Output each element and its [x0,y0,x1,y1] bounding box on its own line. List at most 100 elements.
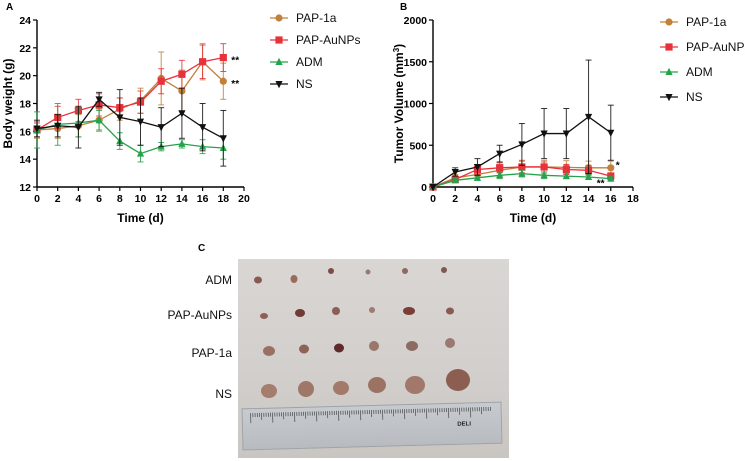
panel-b-y-tick-label: 1500 [404,57,428,69]
panel-a-y-tick-label: 22 [19,43,31,55]
tumor-sample [332,307,340,315]
panel-b-x-tick-label: 10 [538,193,550,205]
panel-a-point-adm [136,149,145,157]
panel-b-point-adm [540,171,548,179]
tumor-sample [299,344,309,354]
tumor-sample [445,338,455,348]
panel-a-point-ns [219,135,227,143]
panel-b-point-ns [540,130,548,138]
panel-a-x-tick-label: 16 [197,193,209,205]
tumor-sample [298,381,314,397]
panel-b-point-pap-aunps [540,163,548,171]
panel-b-y-axis-label: Tumor Volume (mm3) [392,44,407,163]
ruler: DELI [241,401,503,451]
panel-b-point-adm [451,176,459,184]
panel-a-x-tick-label: 0 [34,193,40,205]
panel-a-line-ns [36,98,224,139]
panel-a-x-tick-label: 12 [155,193,167,205]
tumor-sample [260,313,268,319]
tumor-sample [263,346,275,356]
panel-a-point-pap-1a [219,77,227,85]
tumor-sample [295,309,305,317]
tumor-sample [402,268,408,274]
panel-a-line-pap-aunps [36,56,224,131]
panel-a-legend-label-ns: NS [296,77,313,91]
panel-a-y-tick-label: 24 [19,15,31,27]
panel-a-point-pap-aunps [178,70,186,78]
panel-b-point-adm [607,174,615,182]
panel-b-point-pap-aunps [518,163,526,171]
tumor-sample [333,381,349,395]
tumor-sample [405,376,425,394]
panel-a-point-pap-aunps [199,58,207,66]
panel-a-point-ns [116,114,124,122]
panel-b-x-tick-label: 12 [560,193,572,205]
tumor-sample [261,384,277,398]
panel-b-significance-mark: * [616,160,620,171]
panel-b-y-tick-label: 0 [421,182,427,194]
panel-a-x-axis-label: Time (d) [117,211,163,225]
panel-a-point-adm [178,139,186,147]
panel-b-y-tick-label: 2000 [404,15,428,27]
panel-b-point-pap-aunps [562,165,570,174]
panel-a-x-tick-label: 8 [117,193,123,205]
panel-a-point-ns [199,124,207,132]
photo-label-adm: ADM [205,273,232,287]
panel-letter-b: B [400,2,408,13]
panel-b-x-tick-label: 2 [452,193,458,205]
tumor-sample [403,307,415,315]
panel-a-legend-marker-pap-aunps [275,36,283,44]
panel-b-point-ns [451,168,459,177]
panel-b-y-tick-label: 1000 [404,99,428,111]
panel-a-significance-mark: ** [231,79,239,90]
panel-a-legend-label-pap-aunps: PAP-AuNPs [296,33,360,47]
panel-a-legend-label-pap-1a: PAP-1a [296,11,337,25]
tumor-sample [365,269,371,275]
panel-b-legend-label-adm: ADM [686,65,713,79]
panel-b-legend-marker-ns [665,94,673,102]
ruler-brand-text: DELI [457,421,472,428]
panel-a-y-axis-label: Body weight (g) [1,59,15,149]
tumor-sample [446,307,454,315]
panel-a-legend-marker-adm [275,57,283,65]
panel-a-legend-marker-pap-1a [275,14,283,22]
tumor-sample [254,276,262,284]
panel-a-point-pap-aunps [157,77,165,85]
panel-b-x-tick-label: 4 [475,193,481,205]
photo-label-pap-aunps: PAP-AuNPs [167,308,232,322]
panel-b-x-tick-label: 16 [605,193,617,205]
tumor-sample [369,341,379,351]
photo-label-pap-1a: PAP-1a [191,346,232,360]
panel-b-legend-marker-pap-1a [665,18,673,26]
panel-b-y-tick-label: 500 [409,140,427,152]
panel-b-point-pap-aunps [496,164,504,172]
panel-a-x-tick-label: 6 [96,193,102,205]
panel-b-point-adm [496,171,504,179]
panel-a-point-pap-aunps [219,53,227,62]
panel-a-y-tick-label: 20 [19,71,31,83]
panel-b-legend-label-pap-aunps: PAP-AuNPs [686,40,745,54]
panel-letter-c: C [198,243,206,254]
panel-a-significance-mark: ** [231,56,239,67]
panel-a-y-tick-label: 16 [19,126,31,138]
panel-a-point-ns [136,118,145,126]
tumor-samples [254,267,470,398]
panel-b-x-tick-label: 18 [627,193,639,205]
tumor-sample [406,341,418,351]
panel-b-significance-mark: ** [597,179,605,190]
panel-b-point-adm [473,173,482,181]
panel-b-legend-marker-pap-aunps [665,43,673,51]
tumor-sample [446,369,470,391]
panel-b-x-tick-label: 6 [497,193,503,205]
panel-b-legend-label-pap-1a: PAP-1a [686,15,727,29]
panel-b-legend-label-ns: NS [686,90,703,104]
panel-a-legend-label-adm: ADM [296,55,323,69]
tumor-sample [290,275,298,283]
panel-b-x-tick-label: 8 [519,193,525,205]
ruler-ticks [250,406,491,424]
panel-a-point-ns [33,125,41,133]
tumor-sample [334,343,344,353]
panel-a-point-ns [157,124,165,132]
panel-a-point-ns [95,96,103,104]
panel-a-x-tick-label: 18 [217,193,229,205]
